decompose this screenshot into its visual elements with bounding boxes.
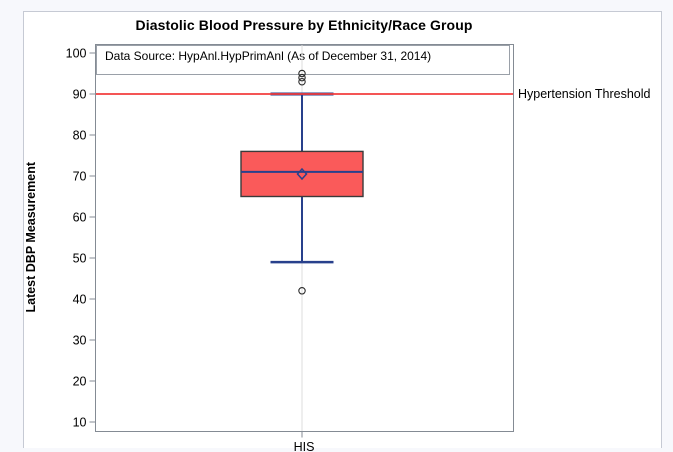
- y-axis-label: Latest DBP Measurement: [24, 162, 38, 313]
- chart-figure: [23, 11, 662, 448]
- y-axis-label-container: Latest DBP Measurement: [22, 44, 40, 431]
- reference-line-label: Hypertension Threshold: [518, 87, 651, 101]
- data-source-note: Data Source: HypAnl.HypPrimAnl (As of De…: [105, 49, 432, 63]
- data-source-inset: Data Source: HypAnl.HypPrimAnl (As of De…: [96, 45, 510, 75]
- x-axis-category-label: HIS: [293, 440, 315, 452]
- chart-title: Diastolic Blood Pressure by Ethnicity/Ra…: [135, 17, 473, 33]
